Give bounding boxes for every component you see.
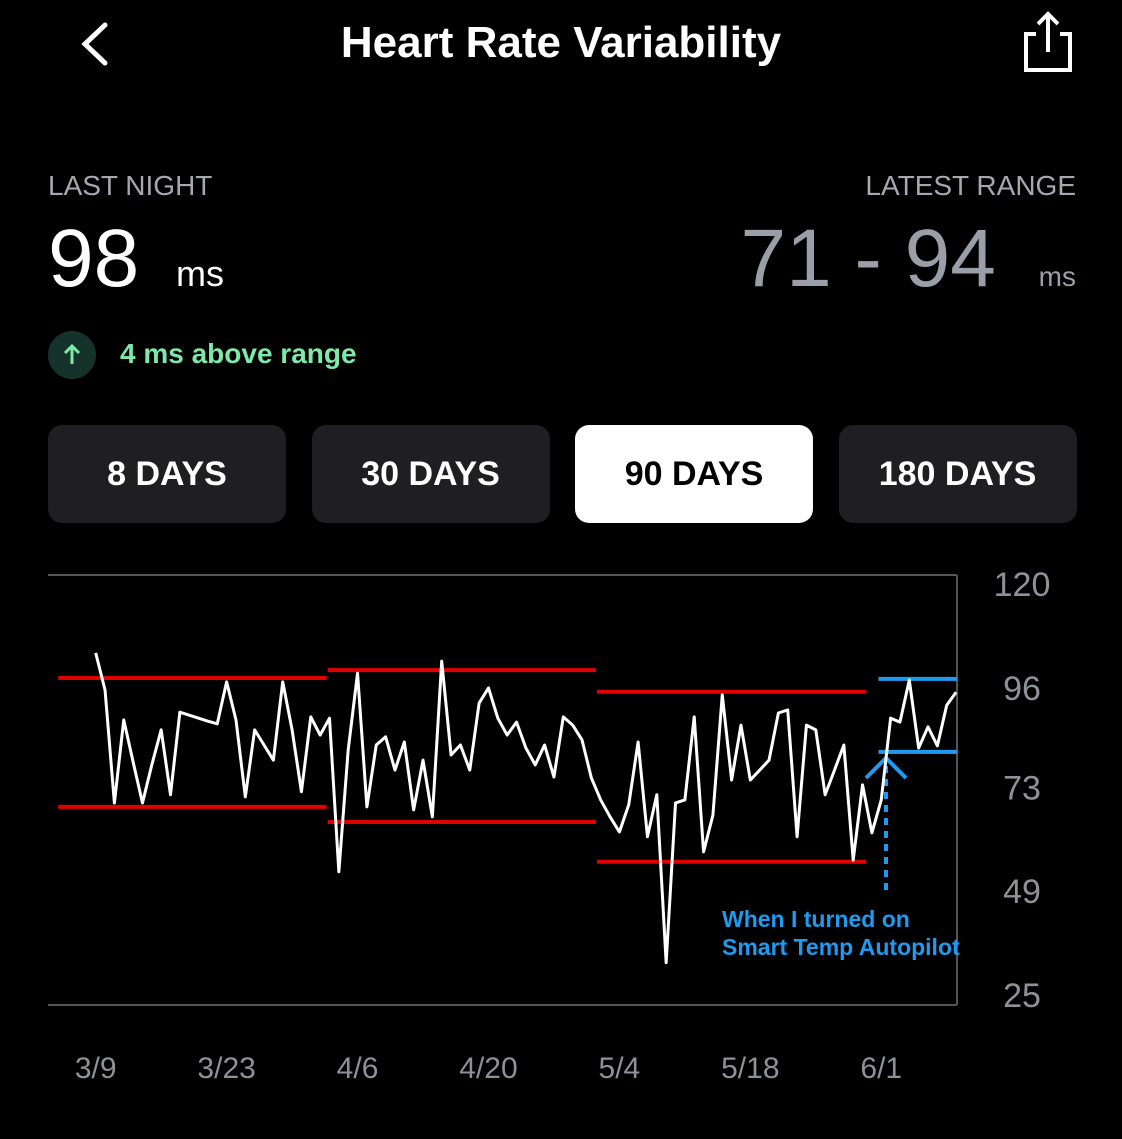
range-tab[interactable]: 30 DAYS [311, 425, 550, 523]
separator: - [854, 213, 882, 304]
unit: ms [1038, 261, 1076, 292]
value: 94 [904, 213, 996, 304]
x-tick-label: 5/4 [599, 1052, 641, 1085]
y-tick-label: 49 [1003, 873, 1041, 911]
stat-range: 71 - 94 ms [741, 212, 1076, 306]
share-button[interactable] [1020, 10, 1076, 76]
status: 4 ms above range [120, 338, 357, 369]
hrv-line [94, 652, 958, 965]
x-tick-label: 4/20 [459, 1052, 517, 1085]
x-tick-label: 6/1 [860, 1052, 902, 1085]
y-tick-label: 25 [1003, 977, 1041, 1015]
range-tab[interactable]: 8 DAYS [48, 425, 286, 523]
x-tick-label: 3/9 [75, 1052, 117, 1085]
annotation: When I turned on [722, 906, 910, 932]
title: Heart Rate Variability [340, 18, 782, 67]
x-tick-label: 4/6 [337, 1052, 379, 1085]
y-tick-label: 120 [994, 566, 1051, 604]
range-tab[interactable]: 90 DAYS [575, 425, 813, 523]
value: 71 [740, 213, 832, 304]
stat-value: 98 ms [48, 212, 224, 306]
y-tick-label: 96 [1003, 670, 1041, 708]
x-tick-label: 3/23 [197, 1052, 255, 1085]
back-button[interactable] [75, 20, 115, 70]
y-tick-label: 73 [1003, 769, 1041, 807]
stat-label: LATEST RANGE [865, 170, 1076, 201]
annotation: Smart Temp Autopilot [722, 934, 960, 960]
up-icon [48, 331, 96, 379]
x-tick-label: 5/18 [721, 1052, 779, 1085]
stat-label: LAST NIGHT [48, 170, 213, 201]
value: 98 [48, 213, 140, 304]
range-tab[interactable]: 180 DAYS [838, 425, 1077, 523]
unit: ms [176, 253, 225, 294]
